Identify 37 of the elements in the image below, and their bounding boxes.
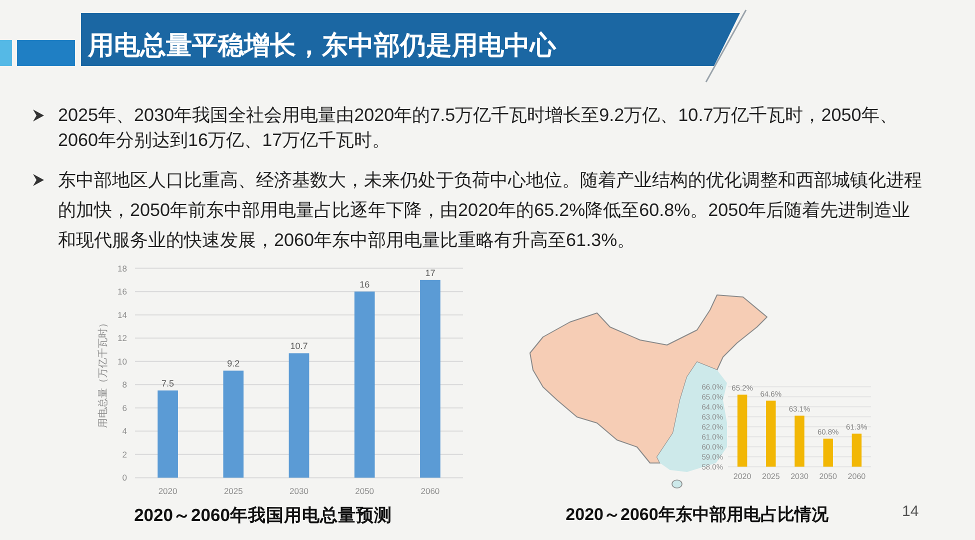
x-tick-label: 2060 xyxy=(848,472,866,481)
x-tick-label: 2060 xyxy=(420,486,440,496)
y-tick-label: 12 xyxy=(118,333,128,344)
x-tick-label: 2025 xyxy=(762,472,780,481)
y-tick-label: 10 xyxy=(118,356,128,366)
data-label: 9.2 xyxy=(227,358,240,369)
text: 14 xyxy=(902,502,919,522)
x-tick-label: 2025 xyxy=(224,486,244,496)
data-label: 7.5 xyxy=(162,378,174,388)
x-tick-label: 2020 xyxy=(158,486,178,496)
x-tick-label: 2020 xyxy=(733,472,752,481)
bar xyxy=(158,390,178,478)
data-label: 10.7 xyxy=(290,341,308,352)
y-tick-label: 2 xyxy=(122,449,128,460)
bar xyxy=(223,370,244,478)
text: 2025年、2030年我国全社会用电量由2020年的7.5万亿千瓦时增长至9.2万亿、10.7万亿千瓦时，2050年、2060年分别达到16万亿、17万亿千瓦时。 xyxy=(58,104,898,152)
y-tick-label: 0 xyxy=(122,472,128,483)
x-tick-label: 2030 xyxy=(790,472,809,481)
y-tick-label: 16 xyxy=(118,286,128,297)
text: 2020～2060年我国用电总量预测 xyxy=(134,505,392,525)
data-label: 17 xyxy=(425,268,436,278)
x-tick-label: 2050 xyxy=(819,472,838,481)
y-tick-label: 14 xyxy=(118,310,128,320)
text: 用电总量平稳增长，东中部仍是用电中心 xyxy=(87,30,557,60)
y-tick-label: 4 xyxy=(122,426,128,436)
bar xyxy=(420,280,440,478)
y-axis-title: 用电总量（万亿千瓦时） xyxy=(97,318,109,428)
y-tick-label: 8 xyxy=(122,380,128,390)
y-tick-label: 6 xyxy=(122,402,128,413)
x-tick-label: 2030 xyxy=(290,486,309,496)
bar xyxy=(288,353,310,478)
data-label: 16 xyxy=(360,280,370,290)
y-tick-label: 18 xyxy=(118,263,128,274)
text: 2020～2060年东中部用电占比情况 xyxy=(566,505,830,524)
text: 东中部地区人口比重高、经济基数大，未来仍处于负荷中心地位。随着产业结构的优化调整和西部城镇化进程的加快，2050年前东中部用电量占比逐年下降，由2020年的65.2%降低至60.8%。2050年后随着先进制造业和现代服务业的快速发展，2060年东中部用电量比重略有升高至61.3%。 xyxy=(58,169,923,252)
bar xyxy=(354,292,375,478)
x-tick-label: 2050 xyxy=(355,486,374,496)
